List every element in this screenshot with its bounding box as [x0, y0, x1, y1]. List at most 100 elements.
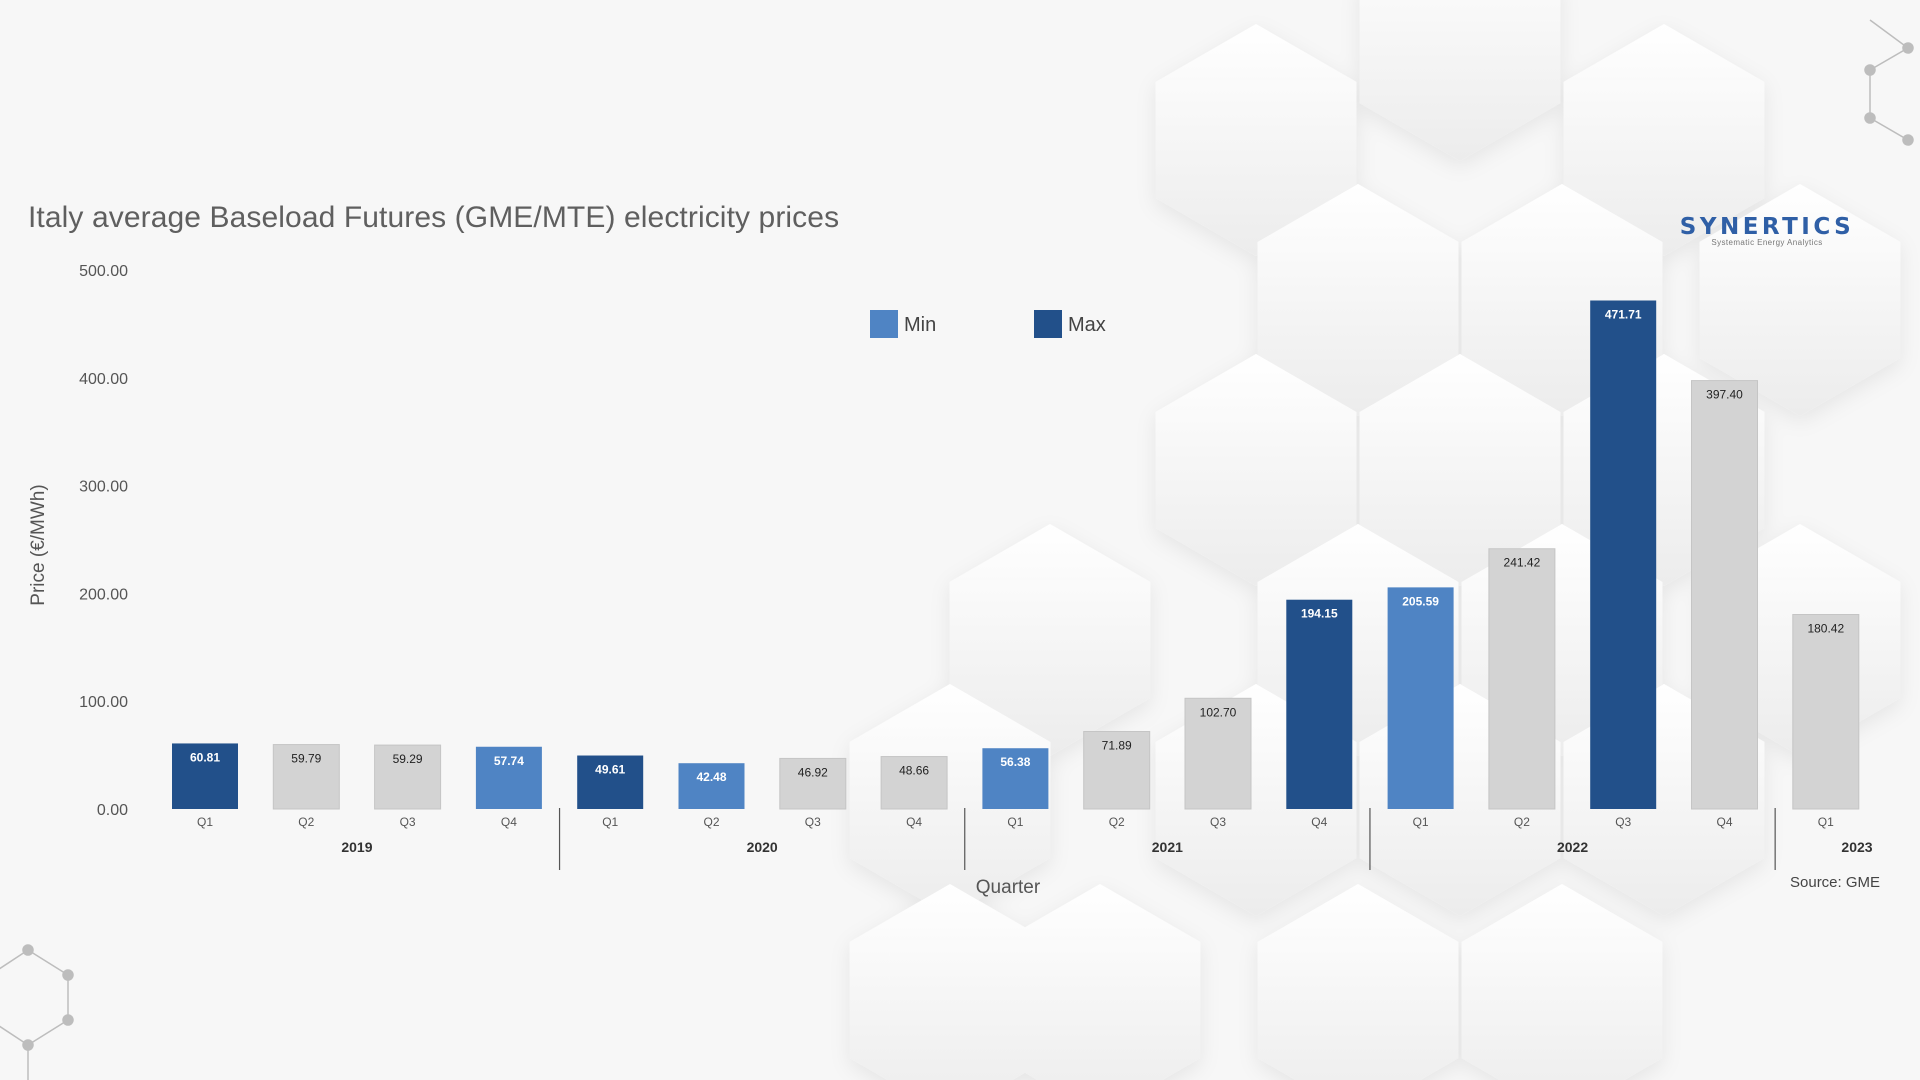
network-node	[1864, 112, 1876, 124]
x-tick-label: Q1	[197, 815, 213, 829]
data-label: 180.42	[1807, 622, 1844, 636]
x-tick-label: Q2	[1514, 815, 1530, 829]
data-label: 397.40	[1706, 388, 1743, 402]
data-label: 205.59	[1402, 594, 1439, 608]
network-line	[1869, 19, 1909, 49]
y-tick-label: 100.00	[79, 694, 128, 711]
y-tick-label: 0.00	[97, 802, 128, 819]
year-label: 2020	[747, 839, 778, 855]
x-tick-label: Q4	[1311, 815, 1327, 829]
data-label: 46.92	[798, 765, 828, 779]
data-label: 60.81	[190, 750, 220, 764]
data-label: 102.70	[1200, 705, 1237, 719]
x-tick-label: Q3	[805, 815, 821, 829]
year-label: 2021	[1152, 839, 1183, 855]
x-tick-label: Q1	[1818, 815, 1834, 829]
legend-swatch-max	[1034, 310, 1062, 338]
x-tick-label: Q1	[1007, 815, 1023, 829]
background-hexagon	[1699, 184, 1901, 416]
network-node	[22, 1039, 34, 1051]
bar	[880, 756, 948, 810]
background-hexagon	[949, 524, 1151, 756]
brand-tagline: Systematic Energy Analytics	[1711, 238, 1823, 247]
network-node	[1902, 134, 1914, 146]
bar	[272, 744, 340, 810]
x-tick-label: Q1	[1413, 815, 1429, 829]
x-tick-label: Q3	[1615, 815, 1631, 829]
x-tick-label: Q1	[602, 815, 618, 829]
data-label: 49.61	[595, 763, 625, 777]
x-tick-label: Q3	[400, 815, 416, 829]
data-label: 42.48	[696, 770, 726, 784]
y-tick-label: 500.00	[79, 263, 128, 280]
bar	[172, 743, 238, 809]
x-axis-title: Quarter	[976, 877, 1041, 898]
network-line	[1869, 47, 1909, 71]
data-label: 471.71	[1605, 307, 1642, 321]
legend-label-min: Min	[904, 314, 936, 336]
background-hexagon	[1257, 184, 1459, 416]
x-tick-label: Q3	[1210, 815, 1226, 829]
bar	[1083, 731, 1151, 810]
y-tick-label: 200.00	[79, 586, 128, 603]
bar	[577, 755, 644, 809]
year-label: 2019	[341, 839, 372, 855]
data-label: 56.38	[1000, 755, 1030, 769]
background-hexagon	[1155, 24, 1357, 256]
background-hexagon	[849, 684, 1051, 916]
brand-name: SYNERTICS	[1679, 214, 1855, 240]
y-tick-label: 400.00	[79, 371, 128, 388]
network-node	[1902, 42, 1914, 54]
data-label: 59.29	[393, 752, 423, 766]
bar	[1792, 614, 1860, 810]
network-line	[27, 949, 69, 976]
legend-label-max: Max	[1068, 314, 1106, 336]
background-hexagon	[1359, 354, 1561, 586]
background-hexagon	[1359, 0, 1561, 161]
x-tick-label: Q2	[703, 815, 719, 829]
background-hexagon	[999, 884, 1201, 1080]
x-tick-label: Q2	[1109, 815, 1125, 829]
bar	[1387, 587, 1454, 809]
bar	[1488, 548, 1556, 810]
background-hexagon	[1461, 884, 1663, 1080]
source-note: Source: GME	[1790, 874, 1881, 891]
network-line	[0, 1025, 29, 1046]
bar	[374, 744, 442, 810]
x-tick-label: Q4	[906, 815, 922, 829]
year-label: 2022	[1557, 839, 1588, 855]
data-label: 57.74	[494, 754, 524, 768]
network-line	[27, 1019, 69, 1046]
network-line	[1869, 117, 1909, 141]
bar	[779, 757, 847, 810]
network-node	[1864, 64, 1876, 76]
background-hexagon	[1563, 24, 1765, 256]
bar	[475, 746, 542, 809]
bar	[1286, 599, 1353, 809]
y-axis-title: Price (€/MWh)	[28, 484, 49, 605]
x-tick-label: Q4	[1716, 815, 1732, 829]
network-node	[22, 944, 34, 956]
bar	[1184, 697, 1252, 810]
background-hexagon	[1155, 354, 1357, 586]
data-label: 194.15	[1301, 607, 1338, 621]
bar	[1691, 380, 1758, 810]
chart-title: Italy average Baseload Futures (GME/MTE)…	[28, 201, 840, 234]
x-tick-label: Q2	[298, 815, 314, 829]
data-label: 71.89	[1102, 739, 1132, 753]
network-node	[62, 1014, 74, 1026]
year-label: 2023	[1841, 839, 1872, 855]
y-tick-label: 300.00	[79, 479, 128, 496]
bar	[1590, 300, 1657, 809]
x-tick-label: Q4	[501, 815, 517, 829]
bar	[982, 748, 1049, 809]
background-hexagon	[1257, 884, 1459, 1080]
legend-swatch-min	[870, 310, 898, 338]
data-label: 241.42	[1504, 556, 1541, 570]
data-label: 48.66	[899, 764, 929, 778]
data-label: 59.79	[291, 752, 321, 766]
network-node	[62, 969, 74, 981]
bar	[678, 763, 745, 809]
network-line	[0, 949, 29, 970]
